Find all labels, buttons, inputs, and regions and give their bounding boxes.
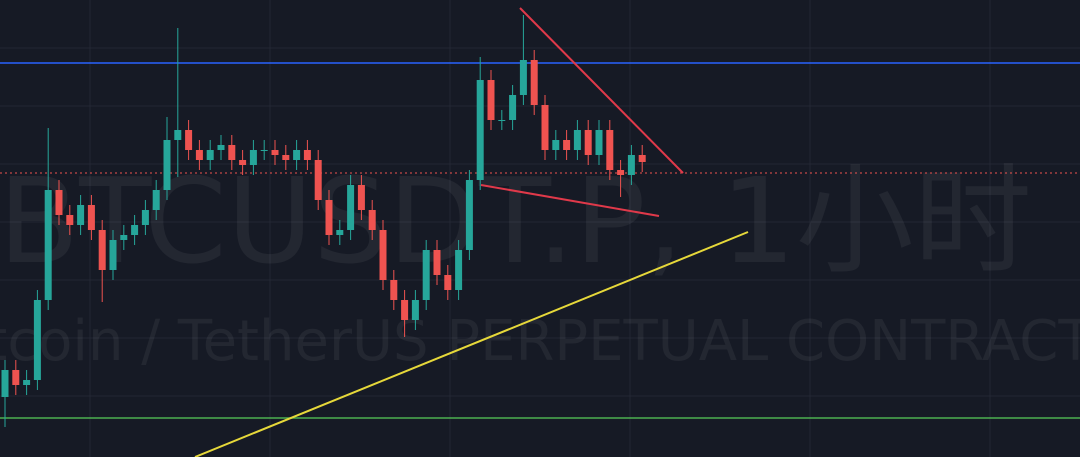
candle-body (228, 145, 236, 160)
candle-body (541, 105, 549, 150)
candle-body (411, 300, 419, 320)
candle-body (476, 80, 484, 180)
candle-body (163, 140, 171, 190)
candle-body (422, 250, 430, 300)
candle-body (293, 150, 301, 160)
candle-body (606, 130, 614, 170)
candle-body (498, 120, 506, 121)
candles (1, 15, 646, 427)
candle-body (195, 150, 203, 160)
candle-body (55, 190, 63, 215)
candle-body (584, 130, 592, 155)
candle-body (638, 155, 646, 162)
horizontal-lines (0, 62, 1080, 419)
watermark-subtitle: Bitcoin / TetherUS PERPETUAL CONTRACT (0, 309, 1080, 374)
candle-body (152, 190, 160, 210)
candle-body (465, 180, 473, 250)
candle-body (303, 150, 311, 160)
candle-body (271, 150, 279, 155)
candle-body (357, 185, 365, 210)
candle-body (444, 275, 452, 290)
trend-line (519, 7, 684, 174)
trend-line (194, 231, 749, 457)
candle-body (347, 185, 355, 230)
candle-body (336, 230, 344, 235)
trend-line (480, 184, 660, 217)
candle-body (552, 140, 560, 150)
candle-body (325, 200, 333, 235)
candle-body (44, 190, 52, 300)
candle-body (401, 300, 409, 320)
candle-body (239, 160, 247, 165)
candle-body (617, 170, 625, 175)
candle-body (519, 60, 527, 95)
candle-body (509, 95, 517, 120)
candle-body (174, 130, 182, 140)
candle-body (379, 230, 387, 280)
candle-body (1, 370, 9, 397)
candle-body (77, 205, 85, 225)
candle-body (563, 140, 571, 150)
candle-body (455, 250, 463, 290)
candle-body (33, 300, 41, 380)
candle-body (185, 130, 193, 150)
candle-body (573, 130, 581, 150)
candle-body (109, 240, 117, 270)
candle-body (23, 380, 31, 385)
candle-body (87, 205, 95, 230)
candle-body (314, 160, 322, 200)
candle-body (282, 155, 290, 160)
candle-body (217, 145, 225, 150)
candle-body (627, 155, 635, 175)
candle-body (595, 130, 603, 155)
watermark: BTCUSDT.P, 1小时 (0, 152, 1032, 290)
candle-body (131, 225, 139, 235)
candle-body (390, 280, 398, 300)
candle-body (12, 370, 20, 385)
candle-body (141, 210, 149, 225)
candle-body (368, 210, 376, 230)
candle-body (66, 215, 74, 225)
candle-body (433, 250, 441, 275)
candle-body (260, 150, 268, 151)
candle-body (120, 235, 128, 240)
candle-body (249, 150, 257, 165)
candle-body (487, 80, 495, 120)
candle-body (206, 150, 214, 160)
candle-body (98, 230, 106, 270)
candle-body (530, 60, 538, 105)
